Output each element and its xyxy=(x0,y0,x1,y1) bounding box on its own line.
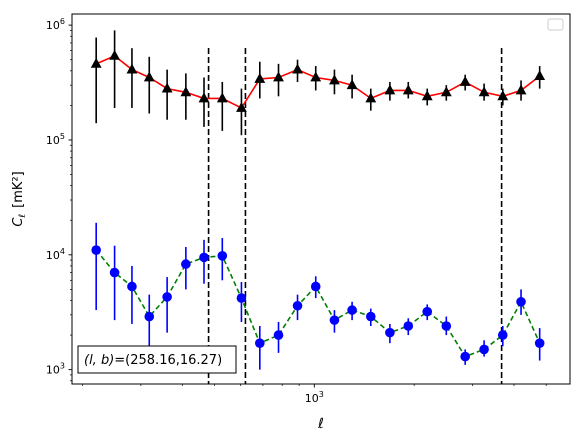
series-1 xyxy=(90,30,546,136)
x-tick-label: 103 xyxy=(305,390,324,405)
data-point xyxy=(365,92,377,103)
series-2 xyxy=(91,222,545,370)
data-point xyxy=(497,90,509,101)
x-axis-label: ℓ xyxy=(317,416,324,432)
data-point xyxy=(162,292,172,302)
data-point xyxy=(310,281,321,292)
y-axis-label-units: [mK²] xyxy=(11,171,26,208)
y-axis-label-main: C xyxy=(11,217,26,227)
annotation-math: (l, b) xyxy=(84,353,114,368)
data-point xyxy=(255,338,265,348)
y-tick-label: 105 xyxy=(46,132,65,147)
data-point xyxy=(126,63,138,74)
data-point xyxy=(440,86,452,97)
y-axis-label-sub: ℓ xyxy=(18,214,28,219)
data-point xyxy=(217,251,228,261)
data-point xyxy=(422,306,433,317)
y-tick-label: 103 xyxy=(46,362,65,377)
annotation-value: =(258.16,16.27) xyxy=(114,353,222,368)
annotation-box xyxy=(77,345,237,374)
data-point xyxy=(534,338,545,348)
y-tick-label: 106 xyxy=(46,17,65,32)
data-point xyxy=(347,305,357,315)
svg-text:(l, b)=(258.16,16.27): (l, b)=(258.16,16.27) xyxy=(84,353,222,368)
data-point xyxy=(109,49,120,60)
coordinate-annotation: (l, b)=(258.16,16.27) xyxy=(77,345,237,374)
data-point xyxy=(385,327,395,338)
y-tick-label: 104 xyxy=(46,247,65,262)
data-point xyxy=(144,311,155,322)
data-point xyxy=(402,84,414,95)
data-point xyxy=(292,300,303,311)
data-point xyxy=(198,92,210,103)
data-point xyxy=(216,92,228,103)
data-point xyxy=(273,330,284,340)
data-point xyxy=(346,79,358,90)
data-point xyxy=(534,70,546,80)
legend-box xyxy=(547,18,564,31)
data-point xyxy=(441,321,452,331)
data-point xyxy=(236,293,247,303)
series-line xyxy=(95,249,541,358)
data-point xyxy=(329,74,340,85)
data-point xyxy=(365,311,376,322)
data-point xyxy=(109,267,120,278)
plot-frame xyxy=(71,13,571,385)
data-point xyxy=(273,71,284,82)
data-point xyxy=(143,71,155,82)
data-point xyxy=(384,84,396,95)
data-point xyxy=(90,57,102,68)
data-point xyxy=(292,63,303,74)
data-point xyxy=(91,245,101,255)
data-point xyxy=(460,351,470,362)
series-line xyxy=(95,54,541,110)
y-axis-label: Cℓ [mK²] xyxy=(11,171,28,226)
data-point xyxy=(236,101,247,112)
data-point xyxy=(479,344,489,355)
data-point xyxy=(516,296,526,307)
data-point xyxy=(459,75,471,86)
data-point xyxy=(421,90,433,101)
data-point xyxy=(199,252,209,263)
data-point xyxy=(127,281,137,292)
data-point xyxy=(515,84,527,95)
data-point xyxy=(403,321,414,331)
data-point xyxy=(497,330,508,340)
data-point xyxy=(329,315,340,325)
data-point xyxy=(254,72,266,83)
axis-ticks: 103 104 105 106 103 xyxy=(46,17,547,405)
data-point xyxy=(310,71,322,82)
data-point xyxy=(181,259,191,269)
data-point xyxy=(478,86,490,97)
data-point xyxy=(180,86,192,97)
vertical-dashed-lines xyxy=(207,48,503,384)
data-series xyxy=(90,30,546,370)
data-point xyxy=(161,82,173,93)
